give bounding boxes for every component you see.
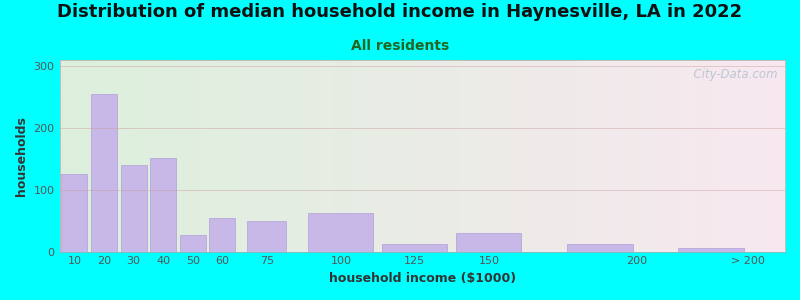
Bar <box>382 244 447 252</box>
Bar <box>121 165 146 252</box>
Bar <box>62 174 87 252</box>
Bar <box>308 213 374 252</box>
Bar <box>150 158 176 252</box>
Y-axis label: households: households <box>15 116 28 196</box>
Bar <box>91 94 117 252</box>
Bar <box>678 248 743 252</box>
Bar <box>567 244 633 252</box>
Bar <box>210 218 235 252</box>
Text: Distribution of median household income in Haynesville, LA in 2022: Distribution of median household income … <box>58 3 742 21</box>
Text: City-Data.com: City-Data.com <box>686 68 778 81</box>
X-axis label: household income ($1000): household income ($1000) <box>329 272 516 285</box>
Text: All residents: All residents <box>351 39 449 53</box>
Bar <box>456 233 522 252</box>
Bar <box>247 221 286 252</box>
Bar <box>180 235 206 252</box>
